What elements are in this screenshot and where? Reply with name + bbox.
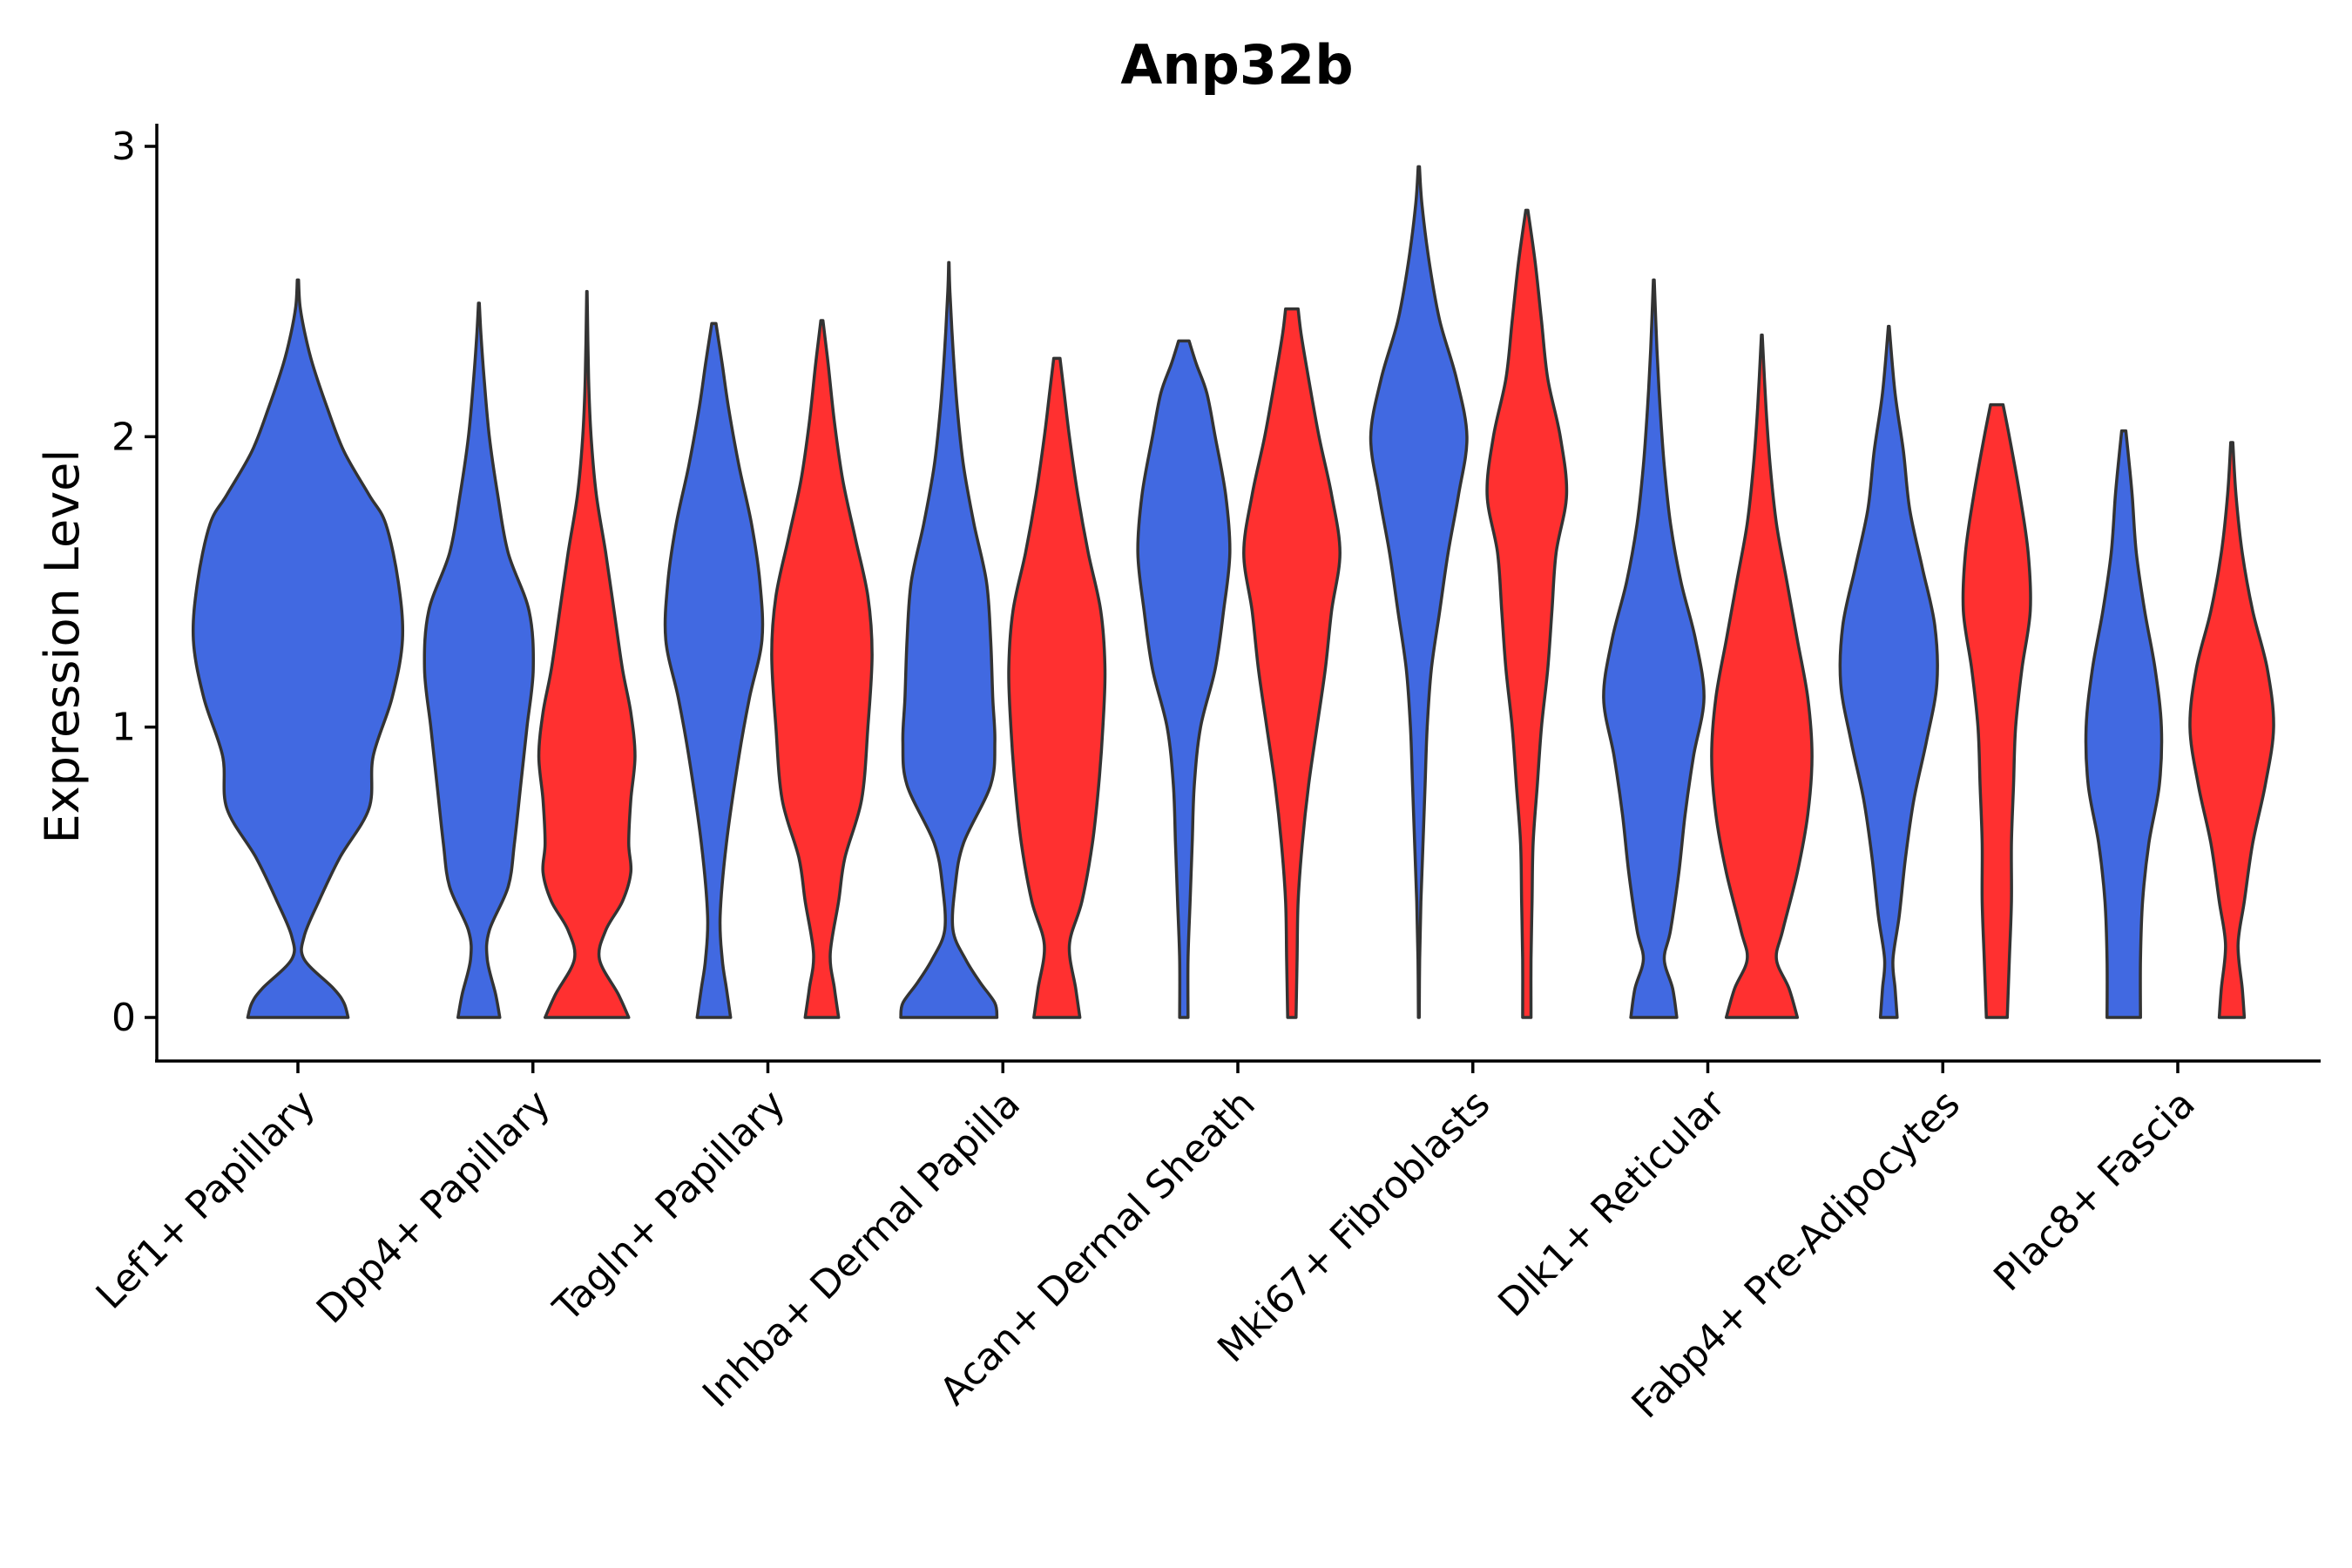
violin-tagln-papillary-blue [663,321,765,1019]
violin-inhba-dermal-papilla-blue [899,260,999,1019]
x-category-label: Tagln+ Papillary [544,1082,794,1331]
y-tick-label: 1 [112,706,136,750]
violin-acan-dermal-sheath-blue [1136,339,1232,1019]
y-tick-label: 2 [112,415,136,459]
violin-acan-dermal-sheath-red [1242,307,1342,1019]
violin-lef1-papillary-blue [191,278,405,1019]
x-category-label: Dpp4+ Papillary [308,1082,559,1333]
violin-plac8-fascia-red [2188,441,2275,1019]
violin-tagln-papillary-red [770,319,874,1019]
violin-fabp4-pre-adipocytes-red [1961,402,2032,1019]
y-ticks: 0 1 2 3 [112,125,157,1040]
x-category-label: Plac8+ Fascia [1985,1082,2204,1301]
violin-dpp4-papillary-blue [422,301,536,1019]
violin-plac8-fascia-blue [2084,429,2164,1019]
y-axis-label: Expression Level [35,449,90,844]
violin-inhba-dermal-papilla-red [1007,356,1107,1019]
violins-layer [191,165,2275,1019]
y-tick-label: 3 [112,125,136,169]
x-category-label: Lef1+ Papillary [88,1082,324,1318]
x-category-label: Dlk1+ Reticular [1490,1081,1734,1326]
chart-title: Anp32b [1120,33,1353,97]
violin-mki67-fibroblasts-blue [1369,165,1469,1019]
violin-dlk1-reticular-red [1710,333,1814,1019]
violin-fabp4-pre-adipocytes-blue [1838,324,1939,1019]
y-tick-label: 0 [112,996,136,1040]
violin-mki67-fibroblasts-red [1485,208,1569,1019]
violin-dpp4-papillary-red [537,289,637,1019]
x-category-label: Mki67+ Fibroblasts [1209,1082,1498,1371]
violin-dlk1-reticular-blue [1602,278,1706,1019]
